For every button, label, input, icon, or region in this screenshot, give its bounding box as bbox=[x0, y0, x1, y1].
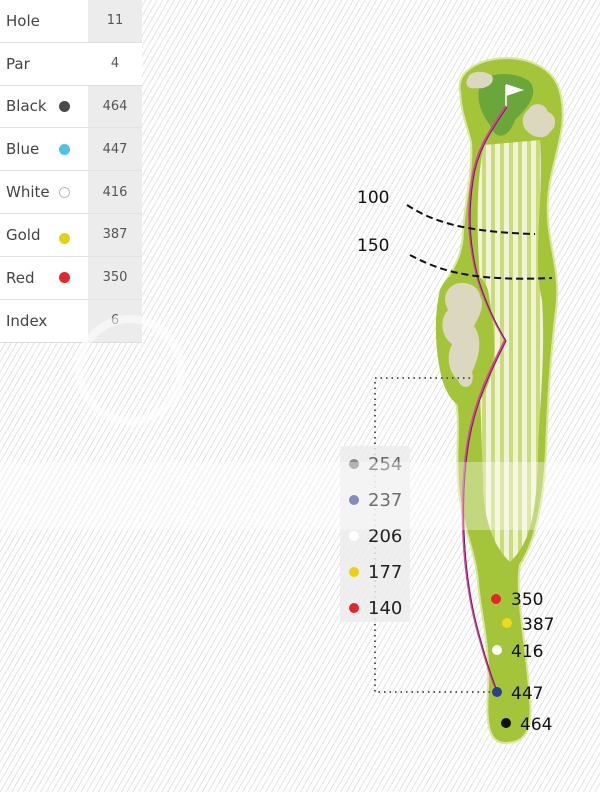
index-label: Index bbox=[6, 311, 48, 330]
play-line-shadow bbox=[463, 106, 508, 694]
row-blue: Blue 447 bbox=[0, 128, 142, 172]
blue-label: Blue bbox=[6, 140, 40, 159]
legend-value: 177 bbox=[368, 561, 403, 583]
gold-dot-icon bbox=[349, 567, 359, 577]
tee-white-dot-icon bbox=[492, 645, 502, 655]
red-tee-dot-icon bbox=[59, 272, 70, 284]
tee-black-label: 464 bbox=[520, 715, 552, 735]
bunkers bbox=[442, 71, 556, 387]
black-label: Black bbox=[6, 97, 47, 116]
tee-gold-dot-icon bbox=[502, 618, 512, 628]
legend-value: 140 bbox=[368, 597, 403, 619]
legend-value: 206 bbox=[368, 525, 403, 547]
flag-icon bbox=[505, 84, 524, 108]
gold-label: Gold bbox=[6, 225, 41, 244]
tee-red-dot-icon bbox=[491, 594, 501, 604]
scorecard: Hole 11 Par 4 Black 464 Blue 447 White 416 Go… bbox=[0, 0, 142, 344]
tee-blue-dot-icon bbox=[492, 687, 502, 697]
distance-label-100: 100 bbox=[357, 188, 389, 208]
red-label: Red bbox=[6, 268, 35, 287]
white-label: White bbox=[6, 183, 50, 202]
red-value: 350 bbox=[88, 256, 142, 299]
layup-distance-legend: 254 237 206 177 140 bbox=[340, 446, 410, 622]
play-line bbox=[461, 105, 507, 693]
row-gold: Gold 387 bbox=[0, 213, 142, 257]
legend-item: 177 bbox=[340, 554, 410, 590]
fairway bbox=[477, 140, 544, 562]
row-par: Par 4 bbox=[0, 42, 142, 86]
gray-dot-icon bbox=[349, 459, 359, 469]
black-value: 464 bbox=[88, 85, 142, 128]
white-dot-icon bbox=[349, 531, 359, 541]
tee-markers: 350 387 416 447 464 bbox=[491, 590, 554, 735]
par-value: 4 bbox=[88, 42, 142, 85]
row-hole: Hole 11 bbox=[0, 0, 142, 43]
blue-dot-icon bbox=[349, 495, 359, 505]
tee-white-label: 416 bbox=[511, 642, 543, 662]
par-label: Par bbox=[6, 54, 30, 73]
hole-value: 11 bbox=[88, 0, 142, 42]
legend-value: 237 bbox=[368, 489, 403, 511]
legend-item: 140 bbox=[340, 590, 410, 626]
tee-red-label: 350 bbox=[511, 590, 543, 610]
blue-tee-dot-icon bbox=[59, 143, 70, 155]
tee-gold-label: 387 bbox=[522, 615, 554, 635]
tee-blue-label: 447 bbox=[511, 684, 543, 704]
tee-black-dot-icon bbox=[501, 718, 511, 728]
legend-item: 254 bbox=[340, 446, 410, 482]
gold-tee-dot-icon bbox=[59, 233, 70, 245]
gold-value: 387 bbox=[88, 213, 142, 256]
legend-item: 237 bbox=[340, 482, 410, 518]
white-tee-dot-icon bbox=[59, 186, 70, 198]
distance-arc-100 bbox=[406, 204, 536, 235]
legend-item: 206 bbox=[340, 518, 410, 554]
row-black: Black 464 bbox=[0, 85, 142, 129]
blue-value: 447 bbox=[88, 128, 142, 171]
row-white: White 416 bbox=[0, 171, 142, 214]
black-tee-dot-icon bbox=[59, 100, 70, 112]
white-value: 416 bbox=[88, 171, 142, 213]
distance-label-150: 150 bbox=[357, 236, 389, 256]
legend-value: 254 bbox=[368, 453, 403, 475]
row-red: Red 350 bbox=[0, 256, 142, 300]
hole-label: Hole bbox=[6, 11, 40, 30]
red-dot-icon bbox=[349, 603, 359, 613]
